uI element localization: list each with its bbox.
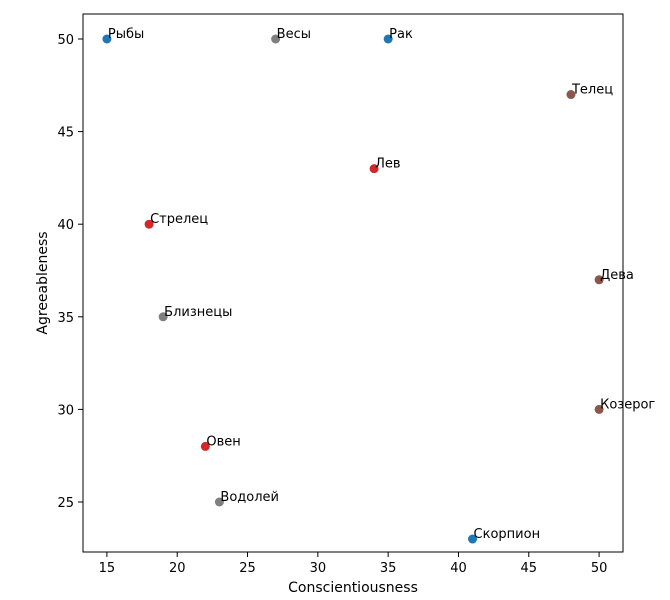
point-label: Стрелец — [150, 212, 208, 227]
x-tick-label: 20 — [169, 561, 186, 576]
y-tick-label: 25 — [57, 496, 74, 511]
point-label: Весы — [277, 27, 311, 42]
scatter-point — [594, 275, 604, 285]
point-label: Дева — [600, 268, 634, 283]
scatter-point — [144, 219, 154, 229]
point-label: Рыбы — [108, 27, 144, 42]
point-label: Рак — [389, 27, 413, 42]
x-axis-ticks: 15 20 25 30 35 40 45 50 — [99, 552, 608, 576]
x-tick-label: 35 — [380, 561, 397, 576]
x-tick-label: 50 — [591, 561, 608, 576]
point-label: Скорпион — [474, 527, 541, 542]
plot-area-frame — [82, 13, 624, 553]
x-tick-label: 40 — [450, 561, 467, 576]
x-tick-label: 45 — [521, 561, 538, 576]
point-label: Водолей — [220, 490, 279, 505]
scatter-point — [271, 34, 281, 44]
y-tick-label: 40 — [57, 218, 74, 233]
scatter-point — [200, 441, 210, 451]
data-points: Рыбы Весы Рак Телец Лев Стрелец Дева Близнецы Ко… — [102, 27, 655, 544]
scatter-point — [468, 534, 478, 544]
y-axis-title: Agreeableness — [35, 231, 51, 334]
scatter-point — [369, 164, 379, 174]
y-tick-label: 45 — [57, 126, 74, 141]
scatter-point — [566, 90, 576, 100]
scatter-point — [594, 404, 604, 414]
scatter-point — [158, 312, 168, 322]
x-axis-title: Conscientiousness — [288, 580, 418, 596]
x-tick-label: 30 — [310, 561, 327, 576]
point-label: Телец — [571, 83, 613, 98]
y-tick-label: 30 — [57, 403, 74, 418]
point-label: Близнецы — [164, 305, 232, 320]
y-tick-label: 50 — [57, 33, 74, 48]
point-label: Козерог — [600, 397, 655, 412]
point-label: Лев — [375, 157, 400, 172]
y-axis-ticks: 25 30 35 40 45 50 — [57, 33, 83, 511]
x-tick-label: 25 — [239, 561, 256, 576]
y-tick-label: 35 — [57, 311, 74, 326]
scatter-point — [102, 34, 112, 44]
x-tick-label: 15 — [99, 561, 116, 576]
scatter-point — [383, 34, 393, 44]
scatter-point — [214, 497, 224, 507]
point-label: Овен — [206, 434, 240, 449]
